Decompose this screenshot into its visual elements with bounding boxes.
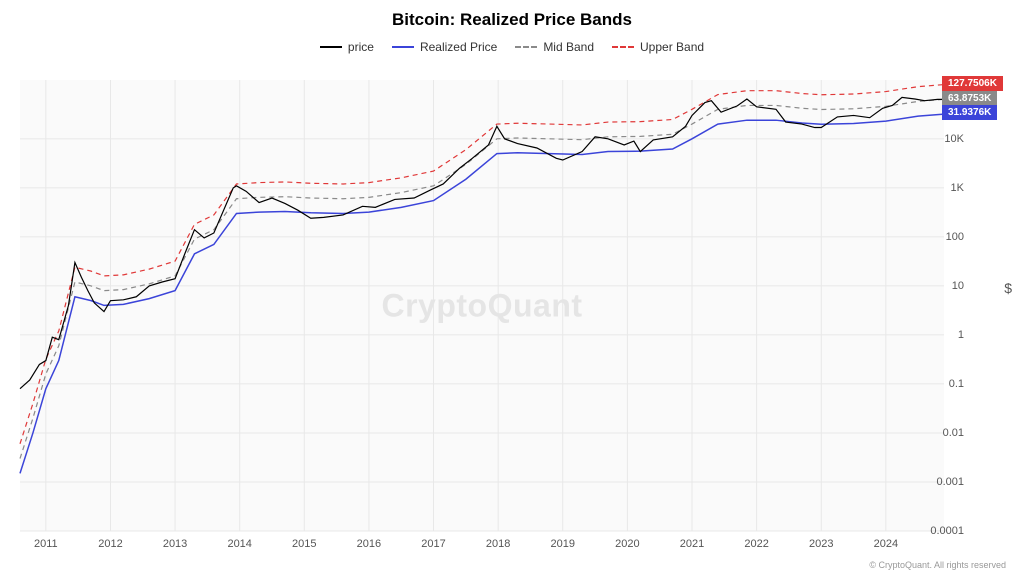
copyright-text: © CryptoQuant. All rights reserved bbox=[869, 560, 1006, 570]
legend-label: Realized Price bbox=[420, 40, 497, 54]
x-tick-label: 2018 bbox=[486, 538, 510, 550]
x-tick-label: 2014 bbox=[227, 538, 251, 550]
x-tick-label: 2020 bbox=[615, 538, 639, 550]
legend: price Realized Price Mid Band Upper Band bbox=[0, 40, 1024, 54]
y-tick-label: 1K bbox=[951, 182, 964, 194]
x-tick-label: 2015 bbox=[292, 538, 316, 550]
y-tick-label: 1 bbox=[958, 329, 964, 341]
chart-svg bbox=[20, 80, 944, 531]
value-badge: 31.9376K bbox=[942, 105, 997, 120]
y-tick-label: 0.001 bbox=[936, 476, 964, 488]
y-tick-label: 0.01 bbox=[943, 427, 964, 439]
x-tick-label: 2022 bbox=[744, 538, 768, 550]
legend-item: Mid Band bbox=[515, 40, 594, 54]
x-tick-label: 2019 bbox=[551, 538, 575, 550]
chart-title: Bitcoin: Realized Price Bands bbox=[0, 0, 1024, 30]
legend-item: price bbox=[320, 40, 374, 54]
legend-item: Upper Band bbox=[612, 40, 704, 54]
x-tick-label: 2011 bbox=[34, 538, 58, 550]
legend-swatch bbox=[515, 46, 537, 48]
legend-label: price bbox=[348, 40, 374, 54]
legend-label: Mid Band bbox=[543, 40, 594, 54]
x-tick-label: 2016 bbox=[357, 538, 381, 550]
y-tick-label: 100 bbox=[946, 231, 964, 243]
x-tick-label: 2023 bbox=[809, 538, 833, 550]
y-tick-label: 10 bbox=[952, 280, 964, 292]
chart-plot-area: CryptoQuant bbox=[20, 80, 944, 531]
legend-swatch bbox=[392, 46, 414, 48]
legend-item: Realized Price bbox=[392, 40, 497, 54]
x-tick-label: 2012 bbox=[98, 538, 122, 550]
x-tick-label: 2024 bbox=[874, 538, 898, 550]
value-badge: 63.8753K bbox=[942, 91, 997, 106]
x-tick-label: 2021 bbox=[680, 538, 704, 550]
y-tick-label: 0.0001 bbox=[930, 525, 964, 537]
legend-label: Upper Band bbox=[640, 40, 704, 54]
legend-swatch bbox=[612, 46, 634, 48]
value-badge: 127.7506K bbox=[942, 76, 1003, 91]
y-tick-label: 0.1 bbox=[949, 378, 964, 390]
x-tick-label: 2013 bbox=[163, 538, 187, 550]
x-tick-label: 2017 bbox=[421, 538, 445, 550]
y-tick-label: 10K bbox=[944, 133, 964, 145]
legend-swatch bbox=[320, 46, 342, 48]
y-axis-unit-label: $ bbox=[1004, 280, 1012, 296]
